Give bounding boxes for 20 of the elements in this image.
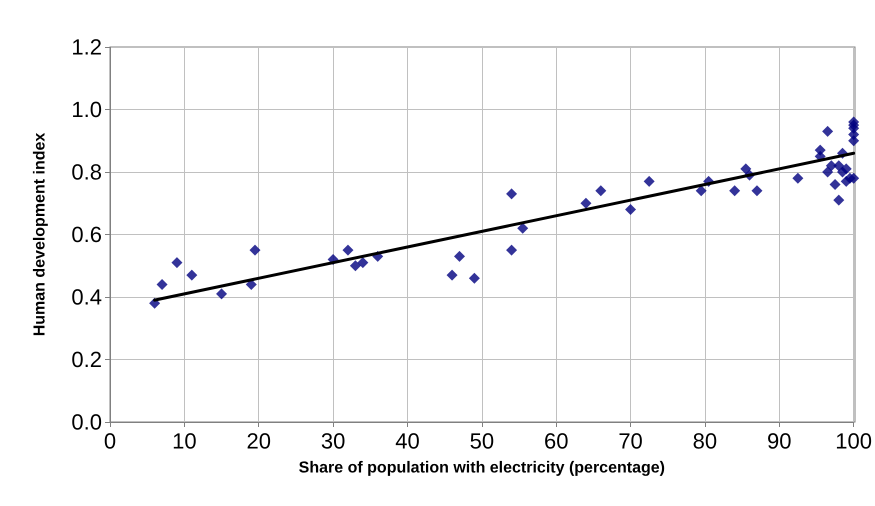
- x-tick-label: 50: [470, 428, 494, 454]
- x-tick-label: 90: [767, 428, 792, 454]
- y-tick-label: 0.4: [71, 284, 102, 310]
- y-tick-label: 1.2: [71, 34, 102, 60]
- x-tick-label: 0: [104, 428, 116, 454]
- y-tick-label: 0.2: [71, 347, 102, 372]
- x-tick-label: 30: [320, 428, 346, 454]
- x-axis-title: Share of population with electricity (percentage): [298, 460, 665, 476]
- x-tick-label: 100: [835, 428, 872, 454]
- x-tick-label: 10: [172, 428, 197, 454]
- y-tick-label: 0.8: [71, 160, 102, 184]
- y-tick-label: 0.0: [71, 410, 102, 434]
- x-tick-label: 60: [544, 428, 568, 454]
- y-tick-label: 1.0: [71, 97, 102, 122]
- x-tick-label: 70: [618, 428, 643, 454]
- x-tick-label: 40: [395, 428, 420, 454]
- x-tick-label: 20: [246, 428, 271, 454]
- x-tick-label: 80: [692, 428, 718, 454]
- y-tick-label: 0.6: [71, 222, 102, 247]
- y-axis-title: Human development index: [32, 132, 48, 336]
